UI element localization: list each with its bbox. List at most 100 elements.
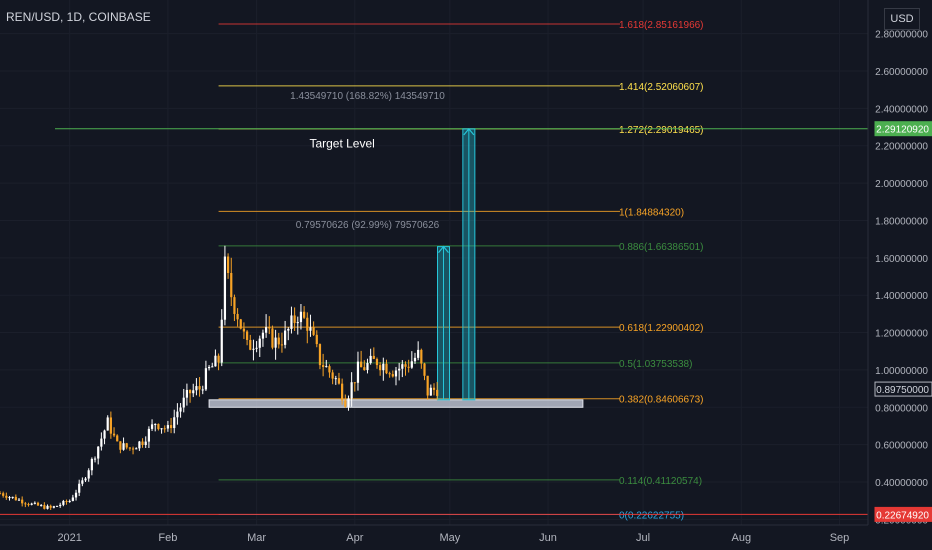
candle-body bbox=[280, 344, 284, 346]
candle-body bbox=[296, 322, 299, 324]
candle-body bbox=[169, 425, 173, 429]
fib-level-label: 0.618(1.22900402) bbox=[619, 323, 704, 334]
candle-body bbox=[325, 366, 328, 368]
time-tick-label: Aug bbox=[731, 532, 751, 544]
candle-body bbox=[252, 348, 255, 350]
target-level-label: Target Level bbox=[309, 137, 374, 151]
projection-arrows[interactable] bbox=[437, 127, 476, 401]
candle-body bbox=[334, 378, 337, 380]
fib-level-label: 1.618(2.85161966) bbox=[619, 20, 704, 31]
candle-body bbox=[353, 382, 356, 384]
candle-body bbox=[43, 505, 46, 509]
time-axis[interactable]: 2021 Feb Mar Apr May Jun Jul Aug Sep bbox=[0, 524, 868, 544]
candle-body bbox=[404, 364, 407, 367]
candle-body bbox=[109, 417, 112, 434]
candle-body bbox=[347, 398, 350, 407]
candle-body bbox=[65, 501, 68, 503]
price-axis[interactable]: 2.80000000 2.60000000 2.40000000 2.20000000… bbox=[867, 0, 932, 526]
candle-body bbox=[233, 297, 236, 314]
price-tick-label: 2.00000000 bbox=[875, 179, 928, 190]
candle-body bbox=[2, 493, 5, 496]
candle-body bbox=[71, 497, 74, 501]
candle-body bbox=[211, 366, 214, 368]
candle-body bbox=[360, 361, 363, 368]
candle-body bbox=[344, 400, 347, 407]
candle-body bbox=[90, 458, 93, 471]
candle-body bbox=[36, 502, 40, 506]
fib-level-label: 1.414(2.52060607) bbox=[619, 82, 704, 93]
price-tick-label: 2.60000000 bbox=[875, 67, 928, 78]
candle-body bbox=[391, 374, 394, 377]
candle-body bbox=[236, 313, 239, 320]
candle-body bbox=[284, 330, 287, 345]
last-price-badge-box[interactable] bbox=[874, 381, 932, 397]
candle-body bbox=[312, 327, 315, 335]
fib-level-label: 1(1.84884320) bbox=[619, 207, 684, 218]
currency-button[interactable]: USD bbox=[884, 8, 920, 30]
candle-body bbox=[144, 441, 147, 446]
candle-body bbox=[255, 347, 258, 349]
price-tick-label: 1.20000000 bbox=[875, 329, 928, 340]
candle-body bbox=[5, 495, 8, 498]
fib-level-label: 0.886(1.66386501) bbox=[619, 242, 704, 253]
candle-body bbox=[372, 355, 375, 359]
candle-body bbox=[271, 328, 274, 348]
candle-body bbox=[322, 365, 325, 367]
candle-body bbox=[293, 315, 296, 323]
candle-body bbox=[185, 389, 189, 398]
candle-body bbox=[249, 339, 252, 350]
candle-body bbox=[59, 504, 62, 506]
candle-body bbox=[125, 443, 128, 448]
candle-body bbox=[188, 389, 192, 394]
fib-extension-tool[interactable]: 1.618(2.85161966) 1.414(2.52060607) 1.272(… bbox=[0, 20, 868, 522]
candle-body bbox=[309, 327, 312, 331]
time-tick-label: Jul bbox=[636, 532, 650, 544]
time-tick-label: Feb bbox=[158, 532, 177, 544]
time-tick-label: Mar bbox=[247, 532, 266, 544]
candle-body bbox=[81, 480, 84, 484]
candle-body bbox=[78, 483, 81, 493]
candle-body bbox=[382, 363, 385, 371]
candle-body bbox=[17, 499, 21, 501]
candle-body bbox=[290, 315, 293, 329]
candle-body bbox=[226, 256, 230, 273]
candle-body bbox=[160, 428, 163, 430]
candle-body bbox=[163, 428, 166, 430]
price-tick-label: 0.40000000 bbox=[875, 478, 928, 489]
candle-body bbox=[131, 448, 135, 450]
symbol-title: REN/USD, 1D, COINBASE bbox=[6, 10, 151, 24]
candle-body bbox=[122, 443, 125, 450]
candle-body bbox=[432, 387, 436, 390]
candle-body bbox=[245, 331, 249, 340]
price-tick-label: 2.80000000 bbox=[875, 30, 928, 41]
price-tick-label: 0.80000000 bbox=[875, 403, 928, 414]
candle-body bbox=[176, 411, 179, 418]
candle-body bbox=[318, 344, 322, 366]
candle-body bbox=[93, 458, 97, 460]
support-zone[interactable] bbox=[208, 399, 584, 408]
candle-body bbox=[52, 506, 55, 508]
time-tick-label: Jun bbox=[539, 532, 557, 544]
candle-body bbox=[27, 504, 30, 506]
candle-body bbox=[14, 496, 17, 501]
candle-body bbox=[103, 430, 106, 439]
candle-body bbox=[97, 446, 100, 459]
red-price-badge-box[interactable] bbox=[874, 506, 932, 522]
candle-body bbox=[436, 389, 439, 396]
candle-body bbox=[268, 327, 271, 329]
price-tick-label: 2.20000000 bbox=[875, 142, 928, 153]
target-price-badge-box[interactable] bbox=[874, 121, 932, 137]
candle-body bbox=[258, 338, 261, 348]
candle-body bbox=[350, 382, 353, 399]
candle-body bbox=[366, 363, 369, 371]
support-rectangle[interactable] bbox=[208, 399, 584, 408]
fib-level-label: 1.272(2.29019465) bbox=[619, 125, 704, 136]
candle-body bbox=[62, 501, 65, 505]
candle-body bbox=[299, 311, 303, 323]
candle-body bbox=[166, 425, 170, 429]
candle-body bbox=[74, 492, 78, 498]
candle-body bbox=[201, 389, 204, 391]
candle-body bbox=[84, 478, 87, 481]
fib-level-label: 0(0.22622755) bbox=[619, 510, 684, 521]
